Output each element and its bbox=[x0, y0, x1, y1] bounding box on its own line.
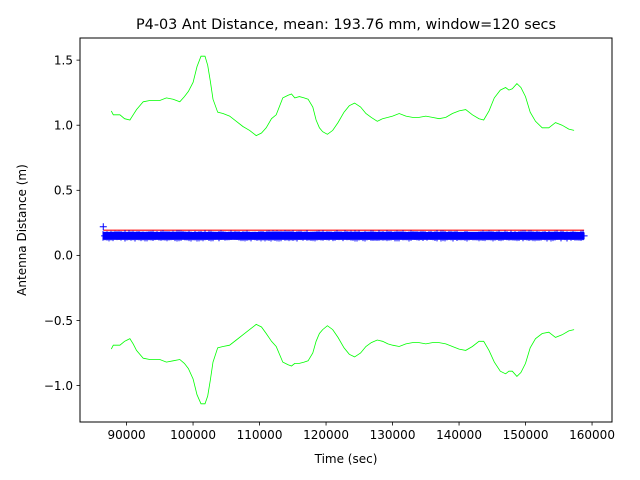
measurement-point bbox=[99, 223, 107, 231]
x-tick-label: 150000 bbox=[503, 428, 549, 442]
x-tick-label: 100000 bbox=[170, 428, 216, 442]
plot-frame bbox=[79, 37, 613, 423]
x-tick-label: 110000 bbox=[237, 428, 283, 442]
measurement-point bbox=[101, 232, 109, 240]
x-tick-label: 160000 bbox=[569, 428, 615, 442]
y-axis-label: Antenna Distance (m) bbox=[15, 164, 29, 296]
series-layer bbox=[99, 55, 588, 405]
y-tick-label: 1.5 bbox=[54, 53, 73, 67]
y-tick-label: −0.5 bbox=[44, 314, 73, 328]
x-tick-label: 130000 bbox=[370, 428, 416, 442]
measurements-series bbox=[99, 223, 588, 242]
y-tick-label: 1.0 bbox=[54, 119, 73, 133]
x-tick-label: 120000 bbox=[303, 428, 349, 442]
lower-bound-line bbox=[110, 323, 575, 405]
y-tick-label: 0.0 bbox=[54, 249, 73, 263]
measurement-point bbox=[580, 232, 588, 240]
x-tick-label: 140000 bbox=[436, 428, 482, 442]
y-tick-label: 0.5 bbox=[54, 184, 73, 198]
y-axis-ticks: −1.0 −0.5 0.0 0.5 1.0 1.5 bbox=[44, 53, 80, 393]
x-axis-label: Time (sec) bbox=[314, 452, 378, 466]
y-tick-label: −1.0 bbox=[44, 379, 73, 393]
x-tick-label: 90000 bbox=[107, 428, 145, 442]
chart-title: P4-03 Ant Distance, mean: 193.76 mm, win… bbox=[136, 17, 556, 33]
upper-bound-line bbox=[110, 55, 575, 137]
x-axis-ticks: 90000 100000 110000 120000 130000 140000 15000… bbox=[107, 422, 615, 442]
measurement-band bbox=[103, 231, 585, 240]
